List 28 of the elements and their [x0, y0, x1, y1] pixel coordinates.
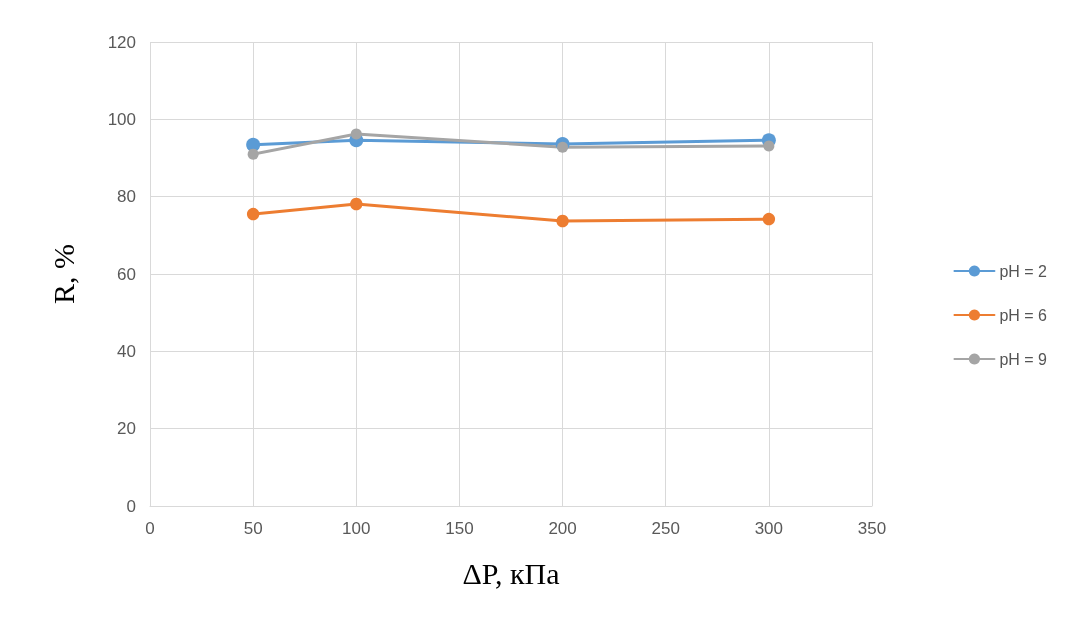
x-axis-title: ΔP, кПа	[462, 556, 560, 590]
x-tick-label: 200	[548, 519, 577, 538]
x-tick-label: 250	[651, 519, 680, 538]
y-tick-label: 120	[107, 32, 136, 52]
y-tick-label: 40	[117, 341, 136, 361]
legend-label: pH = 9	[999, 350, 1048, 368]
x-tick-label: 100	[342, 519, 371, 538]
y-tick-label: 20	[117, 419, 136, 439]
point	[762, 212, 776, 226]
y-tick-label: 100	[107, 109, 136, 129]
y-tick-label: 0	[126, 496, 136, 516]
point	[247, 148, 259, 160]
x-tick-label: 150	[445, 519, 474, 538]
point	[350, 197, 363, 211]
x-tick-label: 0	[145, 519, 155, 538]
point	[246, 207, 260, 221]
x-tick-label: 300	[754, 519, 784, 538]
y-axis-title: R, %	[46, 244, 80, 304]
point	[763, 140, 775, 152]
legend-label: pH = 2	[999, 262, 1048, 280]
point	[350, 128, 362, 140]
y-tick-label: 80	[117, 187, 136, 207]
legend-label: pH = 6	[999, 306, 1048, 324]
point	[556, 214, 569, 228]
y-tick-label: 60	[117, 264, 136, 284]
x-tick-label: 50	[243, 519, 263, 538]
x-tick-label: 350	[857, 519, 887, 538]
point	[557, 141, 569, 153]
